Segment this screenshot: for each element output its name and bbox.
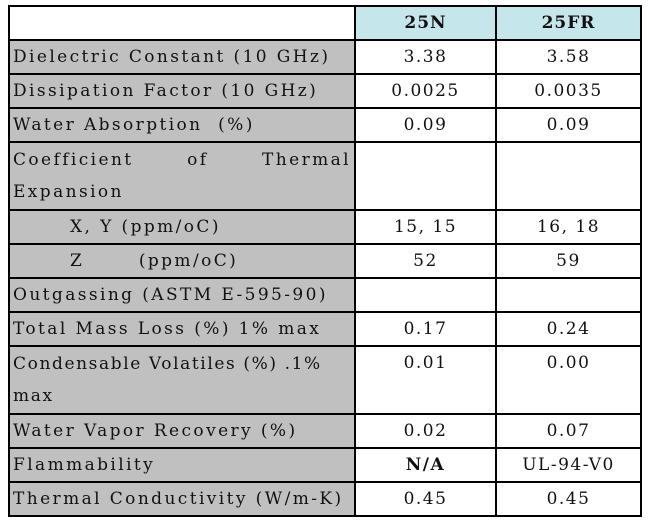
row-value-25fr: 0.24 [495, 311, 642, 347]
header-25fr: 25FR [495, 5, 642, 41]
row-label: Outgassing (ASTM E-595-90) [8, 277, 356, 313]
row-label: Coefficient of Thermal Expansion [8, 141, 356, 211]
row-label: Dielectric Constant (10 GHz) [8, 39, 356, 75]
row-value-25fr: UL-94-V0 [495, 447, 642, 483]
row-value-25fr: 16, 18 [495, 209, 642, 245]
row-value-25fr: 0.45 [495, 481, 642, 517]
row-value-25n: 0.01 [354, 345, 497, 415]
row-value-25n: N/A [354, 447, 497, 483]
row-value-25fr: 59 [495, 243, 642, 279]
row-value-25n: 0.17 [354, 311, 497, 347]
row-value-25n: 0.02 [354, 413, 497, 449]
row-label: Thermal Conductivity (W/m-K) [8, 481, 356, 517]
row-label: Condensable Volatiles (%) .1% max [8, 345, 356, 415]
row-value-25n: 0.45 [354, 481, 497, 517]
header-row: 25N 25FR [8, 5, 642, 41]
row-value-25fr: 0.0035 [495, 73, 642, 109]
table-row: Coefficient of Thermal Expansion [8, 141, 642, 211]
row-value-25fr: 3.58 [495, 39, 642, 75]
table-row: Total Mass Loss (%) 1% max 0.17 0.24 [8, 311, 642, 347]
row-value-25n [354, 141, 497, 211]
row-value-25n: 15, 15 [354, 209, 497, 245]
row-value-25n: 0.0025 [354, 73, 497, 109]
row-value-25n: 0.09 [354, 107, 497, 143]
header-corner-cell [8, 5, 356, 41]
row-value-25fr [495, 277, 642, 313]
table-row: Dissipation Factor (10 GHz) 0.0025 0.003… [8, 73, 642, 109]
table-row: Outgassing (ASTM E-595-90) [8, 277, 642, 313]
row-label: Water Absorption (%) [8, 107, 356, 143]
table-row: Water Vapor Recovery (%) 0.02 0.07 [8, 413, 642, 449]
row-value-25fr: 0.09 [495, 107, 642, 143]
table-row: Water Absorption (%) 0.09 0.09 [8, 107, 642, 143]
row-label: Z (ppm/oC) [8, 243, 356, 279]
row-value-25fr [495, 141, 642, 211]
table-row: Flammability N/A UL-94-V0 [8, 447, 642, 483]
row-label: Total Mass Loss (%) 1% max [8, 311, 356, 347]
row-value-25fr: 0.07 [495, 413, 642, 449]
row-label: Water Vapor Recovery (%) [8, 413, 356, 449]
row-label: X, Y (ppm/oC) [8, 209, 356, 245]
row-value-25n: 52 [354, 243, 497, 279]
header-25n: 25N [354, 5, 497, 41]
table-row: Condensable Volatiles (%) .1% max 0.01 0… [8, 345, 642, 415]
table-row: Z (ppm/oC) 52 59 [8, 243, 642, 279]
table-row: Thermal Conductivity (W/m-K) 0.45 0.45 [8, 481, 642, 517]
properties-table: 25N 25FR Dielectric Constant (10 GHz) 3.… [8, 5, 642, 517]
table-row: Dielectric Constant (10 GHz) 3.38 3.58 [8, 39, 642, 75]
row-value-25fr: 0.00 [495, 345, 642, 415]
table-row: X, Y (ppm/oC) 15, 15 16, 18 [8, 209, 642, 245]
row-value-25n [354, 277, 497, 313]
row-value-25n: 3.38 [354, 39, 497, 75]
row-label: Dissipation Factor (10 GHz) [8, 73, 356, 109]
row-label: Flammability [8, 447, 356, 483]
